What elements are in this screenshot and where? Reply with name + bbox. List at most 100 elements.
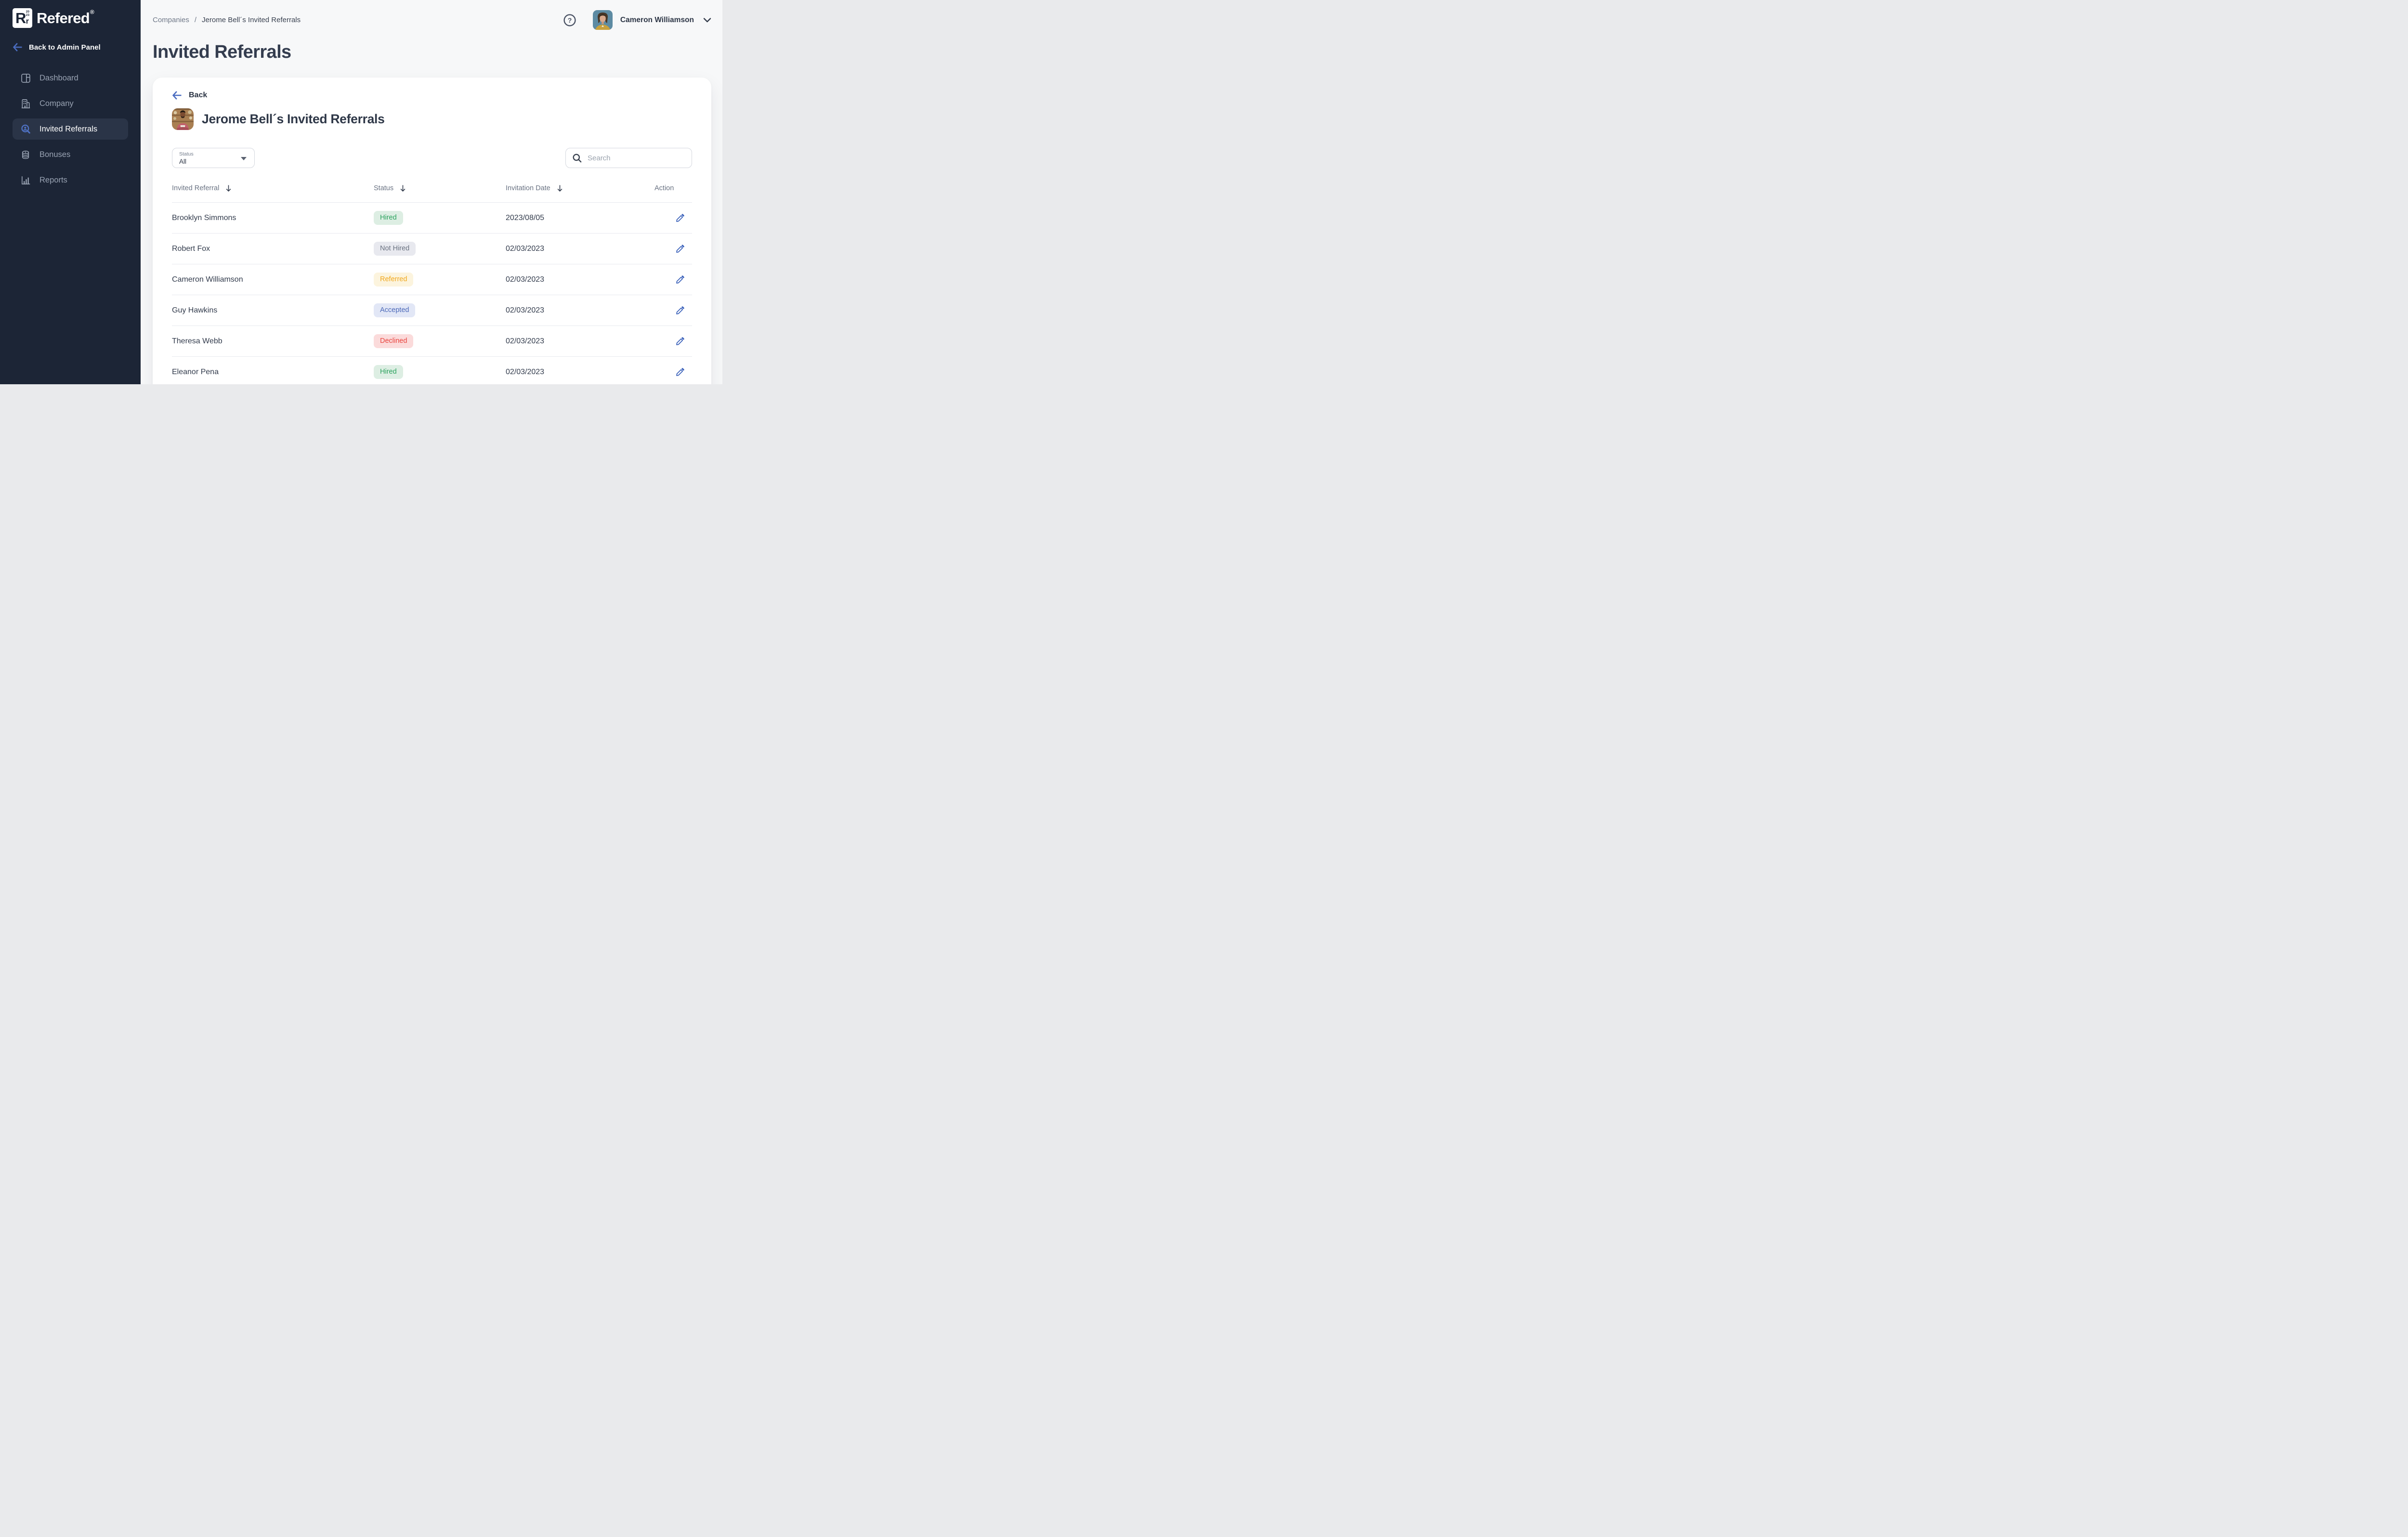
column-label: Status	[374, 184, 394, 192]
action-cell	[654, 366, 692, 378]
pencil-icon	[675, 336, 685, 347]
edit-button[interactable]	[674, 366, 686, 378]
column-header-invitation-date[interactable]: Invitation Date	[506, 184, 654, 192]
pencil-icon	[675, 244, 685, 254]
referral-name: Cameron Williamson	[172, 275, 243, 284]
status-cell: Accepted	[374, 303, 506, 317]
edit-button[interactable]	[674, 243, 686, 255]
action-cell	[654, 335, 692, 348]
search-input[interactable]	[587, 153, 685, 163]
table-row: Robert Fox Not Hired 02/03/2023	[172, 234, 692, 264]
controls-row: Status All	[172, 148, 692, 168]
pencil-icon	[675, 305, 685, 316]
table-row: Cameron Williamson Referred 02/03/2023	[172, 264, 692, 295]
user-avatar[interactable]	[592, 10, 613, 30]
table-row: Guy Hawkins Accepted 02/03/2023	[172, 295, 692, 326]
status-cell: Referred	[374, 273, 506, 287]
invitation-date: 02/03/2023	[506, 275, 545, 284]
status-cell: Not Hired	[374, 242, 506, 256]
arrow-left-icon	[13, 43, 23, 52]
referral-name: Robert Fox	[172, 244, 210, 253]
user-area: ? Cameron Williamson	[563, 10, 711, 30]
main-content: Companies / Jerome Bell´s Invited Referr…	[141, 0, 722, 384]
sidebar-item-label: Reports	[39, 175, 67, 184]
sidebar-item-company[interactable]: Company	[13, 93, 128, 114]
svg-text:?: ?	[568, 16, 572, 24]
owner-row: Jerome Bell´s Invited Referrals	[172, 108, 692, 130]
breadcrumb-companies[interactable]: Companies	[153, 16, 189, 24]
action-cell	[654, 243, 692, 255]
status-badge: Hired	[374, 211, 403, 225]
back-label: Back	[189, 91, 208, 99]
user-name: Cameron Williamson	[620, 15, 694, 24]
action-cell	[654, 304, 692, 317]
sidebar-item-bonuses[interactable]: $ Bonuses	[13, 144, 128, 165]
pencil-icon	[675, 213, 685, 223]
column-label: Invited Referral	[172, 184, 220, 192]
sidebar-item-label: Company	[39, 99, 74, 108]
breadcrumb: Companies / Jerome Bell´s Invited Referr…	[153, 16, 301, 24]
referral-name: Brooklyn Simmons	[172, 213, 236, 222]
referrals-card: Back Jerome Bell´s Invited Referrals Sta…	[153, 78, 711, 384]
arrow-left-icon	[172, 91, 182, 100]
status-badge: Declined	[374, 334, 414, 348]
invitation-date: 2023/08/05	[506, 213, 545, 222]
column-label: Invitation Date	[506, 184, 550, 192]
jerome-avatar	[172, 108, 194, 130]
search-box	[565, 148, 692, 168]
coins-icon: $	[20, 149, 31, 160]
status-badge: Hired	[374, 365, 403, 379]
edit-button[interactable]	[674, 274, 686, 286]
sidebar-item-invited-referrals[interactable]: Invited Referrals	[13, 118, 128, 140]
column-header-invited-referral[interactable]: Invited Referral	[172, 184, 374, 192]
sidebar-item-label: Dashboard	[39, 73, 79, 82]
status-cell: Hired	[374, 211, 506, 225]
invitation-date: 02/03/2023	[506, 337, 545, 345]
sort-arrow-icon[interactable]	[400, 184, 406, 192]
edit-button[interactable]	[674, 212, 686, 224]
column-label: Action	[654, 184, 674, 192]
chevron-down-icon[interactable]	[703, 17, 711, 23]
table-header: Invited Referral Status Invitation Date	[172, 181, 692, 203]
app-window: R r 20 23 Refered® Back to Admin Panel Da…	[0, 0, 722, 384]
sidebar-menu: Dashboard Company Invited Referrals $ Bo…	[13, 67, 128, 191]
sidebar: R r 20 23 Refered® Back to Admin Panel Da…	[0, 0, 141, 384]
pencil-icon	[675, 367, 685, 378]
sidebar-item-reports[interactable]: Reports	[13, 169, 128, 191]
action-cell	[654, 274, 692, 286]
table-body: Brooklyn Simmons Hired 2023/08/05 Robert…	[172, 203, 692, 384]
page-title: Invited Referrals	[153, 42, 291, 62]
question-mark-icon[interactable]: ?	[563, 13, 576, 27]
status-filter-label: Status	[179, 151, 194, 157]
column-header-status[interactable]: Status	[374, 184, 506, 192]
topbar: Companies / Jerome Bell´s Invited Referr…	[153, 10, 711, 30]
logo-letter-big: R	[15, 10, 26, 26]
sidebar-item-dashboard[interactable]: Dashboard	[13, 67, 128, 89]
status-badge: Accepted	[374, 303, 416, 317]
back-link[interactable]: Back	[172, 91, 215, 100]
logo-year: 20 23	[26, 10, 29, 17]
table-row: Eleanor Pena Hired 02/03/2023	[172, 357, 692, 384]
referral-name: Eleanor Pena	[172, 367, 219, 376]
breadcrumb-current: Jerome Bell´s Invited Referrals	[202, 16, 301, 24]
back-to-admin-link[interactable]: Back to Admin Panel	[13, 43, 128, 52]
table-row: Brooklyn Simmons Hired 2023/08/05	[172, 203, 692, 234]
sidebar-item-label: Bonuses	[39, 150, 71, 159]
edit-button[interactable]	[674, 335, 686, 348]
status-cell: Declined	[374, 334, 506, 348]
sort-arrow-icon[interactable]	[557, 184, 563, 192]
back-to-admin-label: Back to Admin Panel	[29, 43, 101, 52]
breadcrumb-separator: /	[194, 16, 197, 24]
pencil-icon	[675, 274, 685, 285]
registered-mark: ®	[90, 8, 94, 15]
sort-arrow-icon[interactable]	[225, 184, 232, 192]
status-filter-dropdown[interactable]: Status All	[172, 148, 255, 168]
invitation-date: 02/03/2023	[506, 306, 545, 314]
bar-chart-icon	[20, 175, 31, 186]
brand-logo-icon: R r 20 23	[13, 8, 32, 28]
table-row: Theresa Webb Declined 02/03/2023	[172, 326, 692, 357]
search-icon	[572, 153, 582, 163]
caret-down-icon	[241, 157, 247, 160]
edit-button[interactable]	[674, 304, 686, 317]
referral-name: Theresa Webb	[172, 337, 222, 345]
